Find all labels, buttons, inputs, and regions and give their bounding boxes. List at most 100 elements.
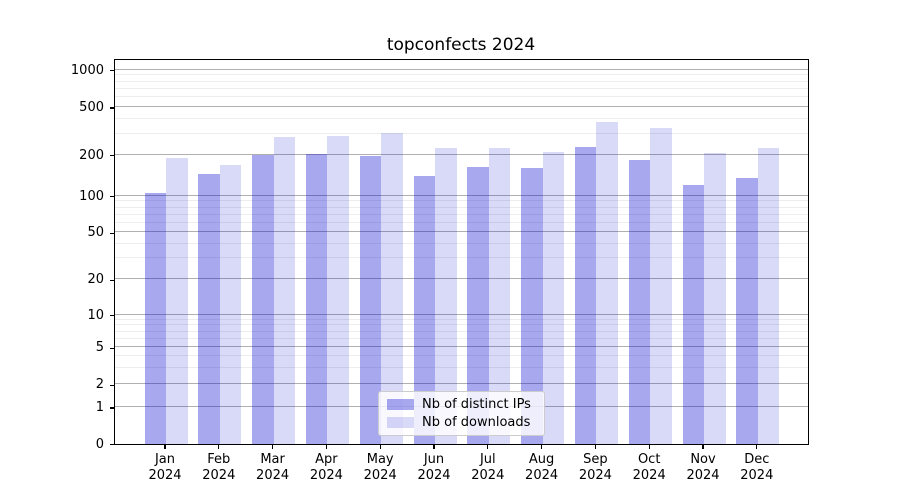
x-tick-label: Dec 2024	[740, 452, 774, 483]
minor-gridline	[114, 206, 808, 208]
y-tick-label: 1	[95, 399, 104, 415]
major-gridline	[114, 313, 808, 315]
minor-gridline	[114, 132, 808, 134]
x-tick-mark	[648, 444, 650, 449]
y-tick-mark	[109, 232, 114, 234]
bar-distinct-ips-sep	[574, 147, 597, 444]
x-tick-mark	[218, 444, 220, 449]
bar-distinct-ips-feb	[198, 173, 220, 444]
y-tick-label: 1000	[70, 62, 104, 78]
x-tick-label: Jan 2024	[148, 452, 182, 483]
y-tick-mark	[109, 444, 114, 446]
bar-downloads-aug	[542, 152, 565, 444]
y-tick-label: 2	[95, 377, 104, 393]
major-gridline	[114, 153, 808, 155]
bar-distinct-ips-mar	[252, 155, 274, 444]
y-tick-mark	[109, 279, 114, 281]
legend-label-downloads: Nb of downloads	[422, 415, 531, 430]
legend-item-downloads: Nb of downloads	[387, 415, 536, 430]
bar-downloads-jul	[488, 148, 511, 444]
x-tick-label: Jul 2024	[471, 452, 505, 483]
x-tick-mark	[272, 444, 274, 449]
x-tick-label: May 2024	[363, 452, 397, 483]
y-tick-label: 100	[79, 188, 104, 204]
x-tick-label: Sep 2024	[578, 452, 612, 483]
minor-gridline	[114, 87, 808, 89]
minor-gridline	[114, 324, 808, 326]
x-tick-mark	[594, 444, 596, 449]
y-tick-label: 0	[95, 436, 104, 452]
minor-gridline	[114, 117, 808, 119]
x-tick-mark	[487, 444, 489, 449]
bar-distinct-ips-dec	[736, 177, 758, 444]
x-tick-label: Feb 2024	[202, 452, 236, 483]
y-tick-mark	[109, 70, 114, 72]
x-tick-label: Apr 2024	[309, 452, 343, 483]
minor-gridline	[114, 96, 808, 98]
minor-gridline	[114, 221, 808, 223]
bar-distinct-ips-aug	[521, 167, 543, 444]
x-tick-mark	[541, 444, 543, 449]
x-tick-label: Aug 2024	[525, 452, 559, 483]
minor-gridline	[114, 213, 808, 215]
y-tick-mark	[109, 347, 114, 349]
x-tick-mark	[325, 444, 327, 449]
bar-downloads-jan	[166, 158, 188, 444]
y-tick-label: 10	[87, 307, 104, 323]
bar-downloads-may	[381, 133, 403, 444]
minor-gridline	[114, 337, 808, 339]
y-tick-mark	[109, 407, 114, 409]
x-tick-label: Oct 2024	[632, 452, 666, 483]
x-tick-mark	[379, 444, 381, 449]
x-tick-mark	[756, 444, 758, 449]
minor-gridline	[114, 80, 808, 82]
bar-downloads-nov	[704, 153, 726, 444]
x-tick-mark	[164, 444, 166, 449]
bar-distinct-ips-apr	[305, 154, 328, 444]
bar-downloads-dec	[757, 148, 780, 444]
y-tick-label: 500	[79, 99, 104, 115]
minor-gridline	[114, 330, 808, 332]
bar-distinct-ips-jun	[413, 176, 435, 444]
bar-downloads-jun	[435, 148, 457, 444]
bar-downloads-oct	[650, 128, 672, 444]
major-gridline	[114, 194, 808, 196]
bar-distinct-ips-nov	[682, 184, 704, 444]
x-tick-label: Nov 2024	[686, 452, 720, 483]
y-tick-label: 50	[87, 225, 104, 241]
major-gridline	[114, 231, 808, 233]
minor-gridline	[114, 366, 808, 368]
legend: Nb of distinct IPs Nb of downloads	[378, 391, 545, 436]
y-tick-label: 5	[95, 340, 104, 356]
bar-downloads-feb	[219, 164, 242, 444]
bar-distinct-ips-oct	[628, 160, 651, 444]
minor-gridline	[114, 257, 808, 259]
y-tick-mark	[109, 155, 114, 157]
major-gridline	[114, 278, 808, 280]
bar-distinct-ips-jul	[467, 167, 489, 444]
bar-downloads-sep	[596, 122, 618, 444]
minor-gridline	[114, 200, 808, 202]
plot-area	[113, 59, 809, 445]
y-tick-label: 20	[87, 272, 104, 287]
major-gridline	[114, 106, 808, 107]
minor-gridline	[114, 242, 808, 244]
y-tick-mark	[109, 384, 114, 386]
legend-swatch-distinct-ips	[387, 399, 414, 410]
minor-gridline	[114, 74, 808, 76]
bar-downloads-mar	[273, 137, 296, 444]
x-tick-mark	[433, 444, 435, 449]
minor-gridline	[114, 355, 808, 357]
legend-item-distinct-ips: Nb of distinct IPs	[387, 397, 536, 412]
x-tick-mark	[702, 444, 704, 449]
y-tick-label: 200	[79, 147, 104, 163]
legend-swatch-downloads	[387, 417, 414, 428]
bar-distinct-ips-jan	[144, 192, 166, 444]
x-tick-label: Mar 2024	[256, 452, 290, 483]
bar-downloads-apr	[327, 136, 349, 444]
bar-distinct-ips-may	[359, 155, 382, 444]
y-tick-mark	[109, 107, 114, 109]
y-tick-mark	[109, 315, 114, 317]
x-tick-label: Jun 2024	[417, 452, 451, 483]
